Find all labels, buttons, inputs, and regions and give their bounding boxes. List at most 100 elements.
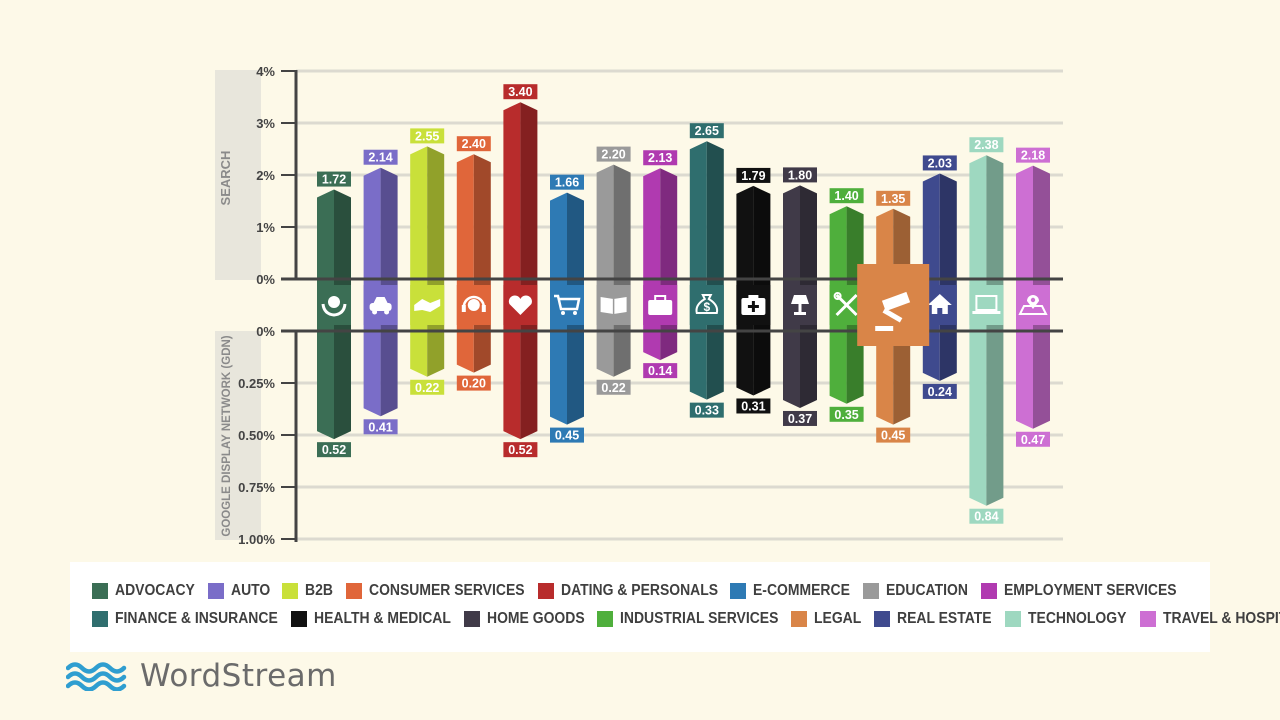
search-value-bg — [410, 128, 445, 144]
search-value-label: 1.66 — [555, 176, 579, 190]
legend-item: HEALTH & MEDICAL — [290, 610, 451, 628]
legend-label: CONSUMER SERVICES — [369, 582, 525, 599]
svg-text:$: $ — [703, 300, 710, 314]
legend-label: EDUCATION — [885, 582, 968, 599]
legend-swatch — [207, 583, 224, 599]
legend-swatch — [92, 583, 108, 599]
gdn-value-bg — [363, 419, 398, 435]
gdn-value-label: 0.24 — [928, 385, 952, 399]
bar-face-left — [689, 141, 707, 400]
legend-label: FINANCE & INSURANCE — [115, 610, 278, 627]
gdn-value-bg — [783, 410, 817, 426]
bar-face-right — [473, 154, 491, 373]
bar-face-left — [456, 154, 474, 373]
search-value-label: 2.03 — [928, 156, 952, 170]
legend-item: TECHNOLOGY — [1004, 610, 1127, 628]
gdn-value-bg — [922, 383, 957, 399]
search-value-bg — [317, 171, 351, 187]
laptop-icon — [972, 295, 1001, 314]
gdn-value-bg — [736, 398, 771, 414]
chart-legend: ADVOCACY AUTO B2B CONSUMER SERVICES DATING &… — [70, 562, 1280, 652]
legend-label: DATING & PERSONALS — [560, 582, 718, 599]
gdn-value-label: 0.14 — [648, 364, 672, 378]
tick-label: 0% — [256, 324, 275, 339]
legend-item: ADVOCACY — [92, 582, 195, 600]
legend-item: CONSUMER SERVICES — [346, 582, 525, 600]
legend-item: INDUSTRIAL SERVICES — [596, 610, 778, 628]
bar-face-right — [706, 141, 724, 400]
search-value-label: 2.38 — [974, 138, 998, 152]
search-value-bg — [643, 150, 678, 166]
gavel-icon — [875, 291, 911, 331]
waves-icon — [66, 662, 127, 691]
bar-face-right — [427, 146, 445, 377]
bar-real-estate: 2.03 0.24 — [922, 155, 957, 399]
legend-swatch — [346, 583, 363, 599]
gdn-value-label: 0.33 — [695, 404, 719, 418]
gdn-value-label: 0.84 — [974, 510, 998, 524]
gdn-value-bg — [410, 379, 445, 395]
gdn-value-label: 0.41 — [368, 420, 392, 434]
gdn-value-label: 0.52 — [322, 443, 346, 457]
legend-item: FINANCE & INSURANCE — [92, 610, 278, 628]
gdn-value-label: 0.47 — [1021, 433, 1045, 447]
gdn-value-label: 0.22 — [601, 381, 625, 395]
tick-label: 1% — [256, 220, 275, 235]
bar-face-left — [596, 164, 614, 377]
bar-consumer-services: 2.40 0.20 — [456, 136, 491, 391]
bar-face-right — [520, 102, 538, 440]
legend-item: E-COMMERCE — [730, 582, 850, 600]
cart-icon — [554, 294, 581, 315]
bar-face-left — [410, 146, 428, 377]
legend-item: LEGAL — [791, 610, 862, 628]
gdn-value-label: 0.37 — [788, 412, 812, 426]
search-value-bg — [829, 188, 864, 204]
gdn-value-label: 0.35 — [834, 408, 858, 422]
search-value-bg — [922, 155, 957, 171]
icon-tile — [689, 285, 724, 325]
gdn-value-bg — [550, 427, 584, 443]
search-value-label: 2.13 — [648, 151, 672, 165]
gdn-value-bg — [689, 402, 724, 418]
gdn-value-label: 0.52 — [508, 443, 532, 457]
legend-item: REAL ESTATE — [874, 610, 992, 628]
search-value-label: 1.72 — [322, 173, 346, 187]
search-value-label: 2.40 — [462, 137, 486, 151]
search-value-bg — [363, 149, 398, 165]
gdn-value-label: 0.45 — [555, 429, 579, 443]
legend-label: HEALTH & MEDICAL — [313, 610, 451, 627]
legend-item: EMPLOYMENT SERVICES — [980, 582, 1176, 600]
gdn-value-bg — [317, 442, 351, 458]
tick-label: 0.75% — [238, 480, 275, 495]
legend-label: ADVOCACY — [115, 582, 195, 599]
lamp-icon — [791, 295, 809, 315]
bar-b2b: 2.55 0.22 — [410, 128, 445, 395]
search-value-label: 1.79 — [741, 169, 765, 183]
search-value-label: 2.18 — [1021, 149, 1045, 163]
gdn-value-bg — [456, 375, 491, 391]
tools-icon — [833, 292, 858, 317]
briefcase-icon — [648, 295, 673, 315]
brand-name: WordStream — [140, 658, 337, 694]
tick-label: 0% — [256, 272, 275, 287]
legend-swatch — [791, 611, 808, 627]
legend-item: B2B — [282, 582, 333, 600]
map-pin-icon — [1018, 295, 1048, 315]
legend-label: REAL ESTATE — [897, 610, 992, 627]
search-axis-label: SEARCH — [218, 151, 233, 206]
search-value-bg — [1016, 147, 1050, 163]
gdn-value-bg — [643, 363, 678, 379]
book-icon — [600, 297, 627, 314]
search-value-bg — [736, 167, 771, 183]
car-icon — [369, 297, 392, 315]
legend-item: TRAVEL & HOSPITALITY — [1139, 610, 1280, 628]
legend-row-1: ADVOCACY AUTO B2B CONSUMER SERVICES DATING &… — [92, 579, 1189, 603]
bar-dating-personals: 3.40 0.52 — [503, 84, 538, 458]
tick-label: 0.25% — [238, 376, 275, 391]
wordstream-logo: WordStream — [66, 656, 337, 696]
gdn-value-bg — [596, 379, 631, 395]
gdn-value-label: 0.20 — [462, 377, 486, 391]
legend-label: TRAVEL & HOSPITALITY — [1162, 610, 1280, 627]
legend-swatch — [874, 611, 891, 627]
legend-item: HOME GOODS — [463, 610, 584, 628]
